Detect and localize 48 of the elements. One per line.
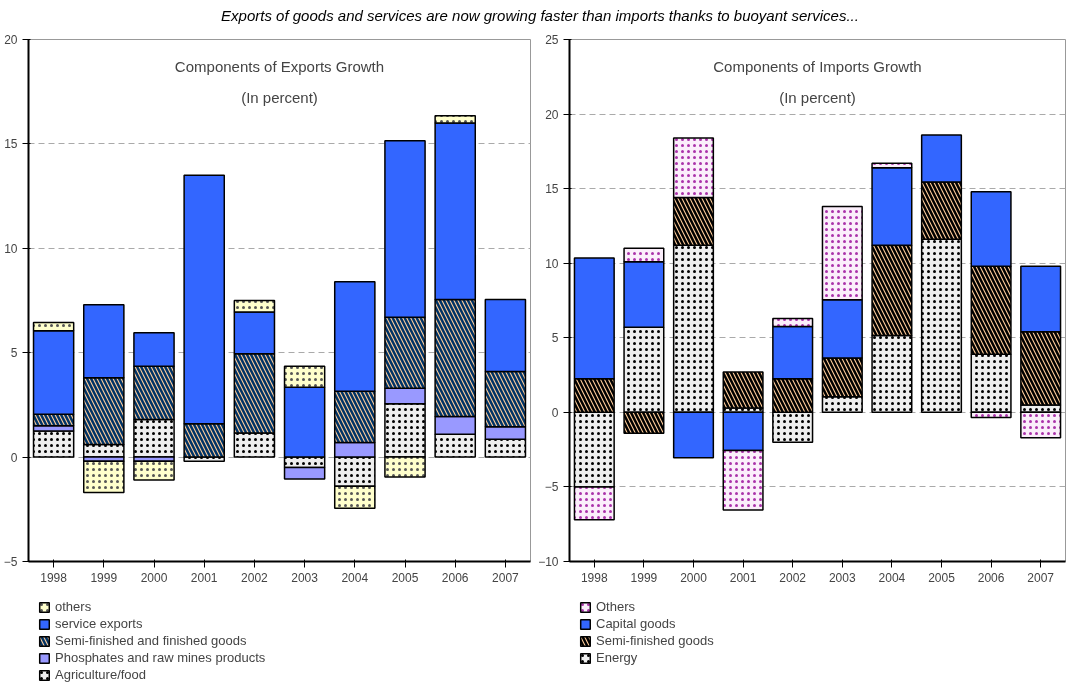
y-tick-label: −5 <box>544 480 559 495</box>
y-tick-label: −5 <box>3 555 18 569</box>
text: (In percent) <box>241 89 318 107</box>
y-tick-label: 25 <box>545 33 559 47</box>
y-tick-label: 15 <box>4 137 18 152</box>
x-tick-label: 2005 <box>928 570 956 585</box>
legend-label: Capital goods <box>596 616 676 631</box>
x-tick-label: 2003 <box>291 570 319 585</box>
y-tick-label: 5 <box>10 346 18 361</box>
x-tick-label: 1999 <box>90 570 118 585</box>
x-tick-label: 2007 <box>1027 570 1055 585</box>
x-tick-label: 2000 <box>140 570 168 585</box>
legend-label: Semi-finished goods <box>596 633 714 648</box>
legend-label: others <box>55 599 92 614</box>
x-tick-label: 2004 <box>878 570 906 585</box>
x-tick-label: 1998 <box>40 570 68 585</box>
y-tick-label: 10 <box>4 241 18 256</box>
y-tick-label: 0 <box>10 450 18 465</box>
x-tick-label: 2001 <box>729 570 757 585</box>
x-tick-label: 2000 <box>680 570 708 585</box>
legend-label: Agriculture/food <box>55 667 147 682</box>
x-tick-label: 2002 <box>241 570 269 585</box>
x-tick-label: 2004 <box>341 570 369 585</box>
x-tick-label: 2006 <box>977 570 1005 585</box>
x-tick-label: 2002 <box>779 570 807 585</box>
legend-label: Energy <box>596 650 638 665</box>
text: (In percent) <box>779 89 856 107</box>
x-tick-label: 2007 <box>492 570 520 585</box>
text: Components of Exports Growth <box>174 57 385 75</box>
x-tick-label: 2001 <box>190 570 218 585</box>
y-tick-label: 5 <box>551 331 559 346</box>
legend-label: service exports <box>55 616 143 631</box>
y-tick-label: 20 <box>545 107 559 122</box>
x-tick-label: 1999 <box>630 570 658 585</box>
legend-label: Others <box>596 599 636 614</box>
y-tick-label: 20 <box>4 33 18 47</box>
legend-label: Phosphates and raw mines products <box>55 650 266 665</box>
y-tick-label: 10 <box>545 256 559 271</box>
y-tick-label: −10 <box>538 555 559 569</box>
text: Components of Imports Growth <box>713 57 922 75</box>
legend-label: Semi-finished and finished goods <box>55 633 247 648</box>
x-tick-label: 1998 <box>580 570 608 585</box>
y-tick-label: 15 <box>545 182 559 197</box>
x-tick-label: 2006 <box>441 570 469 585</box>
x-tick-label: 2003 <box>828 570 856 585</box>
x-tick-label: 2005 <box>391 570 419 585</box>
text: Exports of goods and services are now growing faster than imports thanks to buoyant services... <box>221 6 859 26</box>
y-tick-label: 0 <box>551 405 559 420</box>
